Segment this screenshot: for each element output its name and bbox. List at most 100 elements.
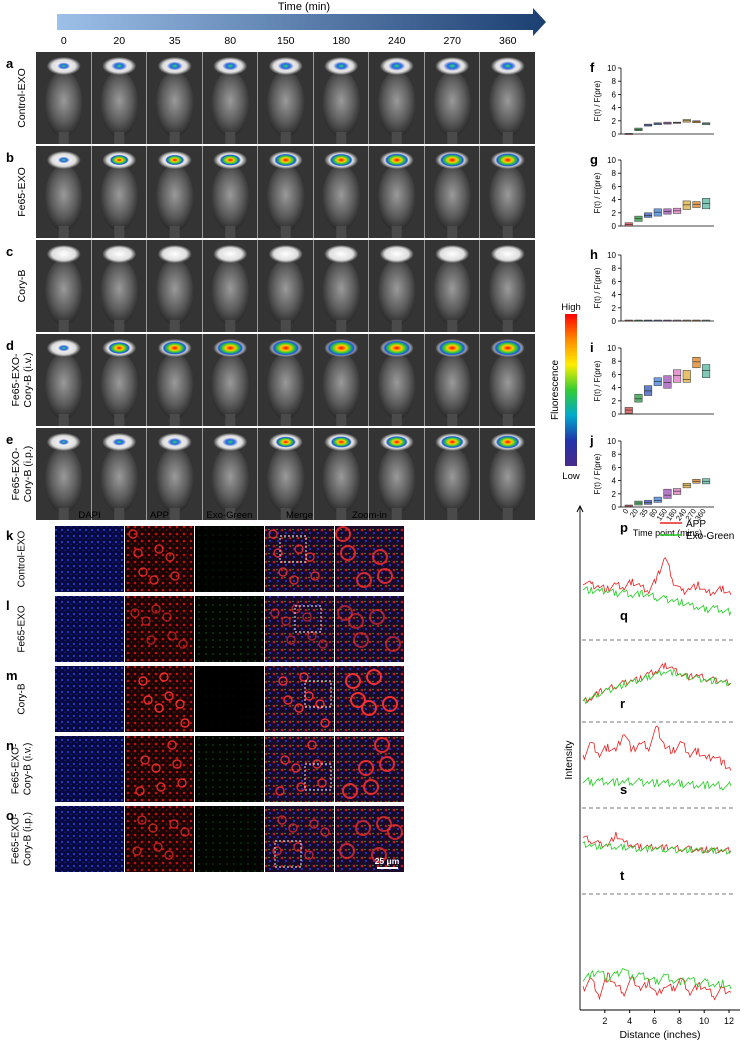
y-axis-arrow (576, 504, 584, 513)
cell-body (164, 850, 174, 860)
series-exo-green (582, 586, 732, 617)
micrograph-app (125, 736, 194, 802)
micrograph-fill (265, 806, 334, 872)
micrograph-dapi (55, 806, 124, 872)
mouse-body (377, 71, 416, 137)
mouse-tail (502, 132, 513, 144)
ivis-image (424, 146, 480, 238)
micrograph-fill (55, 666, 124, 732)
y-tick-label: 10 (607, 64, 616, 73)
column-header-exo-green: Exo-Green (207, 510, 253, 521)
cell-body (167, 740, 177, 750)
ivis-image (147, 146, 202, 238)
cell-body (293, 842, 303, 852)
cell-body (363, 779, 379, 795)
y-tick-label: 2 (612, 304, 617, 313)
cell-body (371, 847, 387, 863)
mouse-body (377, 165, 416, 231)
row-label-line: Cory-B (i.v.) (23, 743, 34, 796)
y-tick-label: 4 (612, 384, 617, 393)
mouse-tail (391, 508, 402, 520)
cell-body (175, 699, 185, 709)
ivis-image (91, 428, 147, 520)
row-label-line: Cory-B (i.p.) (22, 446, 34, 503)
cell-body (387, 824, 403, 840)
mouse-tail (58, 320, 69, 332)
ivis-image (36, 240, 91, 332)
zoom-region-box (294, 605, 322, 633)
y-tick-label: 8 (612, 77, 617, 86)
mouse-head-glow (46, 245, 81, 263)
fluorescence-signal (385, 435, 408, 449)
mouse-tail (336, 414, 347, 426)
micrograph-exo-green (195, 596, 264, 662)
x-tick-label: 8 (677, 1016, 682, 1026)
y-tick-label: 0 (612, 410, 617, 419)
mouse-body (100, 71, 139, 137)
row-label-line: Fe65-EXO- (11, 744, 22, 795)
cell-body (132, 846, 142, 856)
cell-body (154, 703, 164, 713)
cell-body (180, 718, 190, 728)
cell-body (315, 699, 325, 709)
mouse-body (100, 353, 139, 419)
cell-body (366, 669, 382, 685)
mouse-tail (391, 414, 402, 426)
y-tick-label: 4 (612, 104, 617, 113)
row-label-e: Fe65-EXO- Cory-B (i.p.) (10, 446, 34, 503)
cell-body (280, 755, 290, 765)
panel-letter-i: i (590, 340, 594, 355)
mouse-body (155, 259, 194, 325)
row-label-c: Cory-B (16, 270, 28, 303)
mouse-tail (169, 414, 180, 426)
cell-body (268, 529, 278, 539)
fluorescence-signal (438, 340, 467, 356)
y-axis-label: F(t) / F(pre) (593, 172, 602, 213)
mouse-head-glow (435, 245, 470, 263)
mouse-body (433, 165, 472, 231)
cell-body (356, 572, 372, 588)
time-arrow (57, 8, 546, 36)
fluorescence-signal (326, 340, 356, 356)
mouse-body (266, 71, 305, 137)
fluorescence-signal (382, 340, 411, 356)
box-0 (624, 407, 633, 414)
mouse-tail (447, 132, 458, 144)
series-exo-green (582, 841, 732, 855)
fluorescence-signal (58, 438, 70, 446)
mouse-body (44, 447, 83, 513)
cell-body (178, 639, 188, 649)
cell-body (143, 695, 153, 705)
y-axis-label: F(t) / F(pre) (593, 267, 602, 308)
ivis-image (36, 146, 91, 238)
fluorescence-signal (329, 153, 353, 167)
column-header-merge: Merge (286, 510, 313, 521)
fluorescence-signal (443, 61, 462, 71)
ivis-image (258, 240, 313, 332)
cell-body (169, 819, 179, 829)
x-tick-label: 10 (699, 1016, 709, 1026)
time-label: 150 (277, 35, 295, 47)
micrograph-app (125, 806, 194, 872)
fluorescence-signal (57, 62, 71, 70)
ivis-image (424, 334, 480, 426)
fluorescence-signal (111, 61, 128, 71)
legend-label-app: APP (686, 519, 706, 530)
cell-body (148, 823, 158, 833)
panel-letter-n: n (6, 738, 14, 753)
ivis-image (369, 428, 424, 520)
mouse-head-glow (324, 245, 359, 263)
x-axis-label: Distance (inches) (619, 1029, 700, 1041)
ivis-image (91, 146, 147, 238)
fluorescence-signal (275, 436, 296, 448)
cell-body (350, 692, 366, 708)
mouse-body (211, 259, 250, 325)
cell-body (291, 763, 301, 773)
panel-letter-o: o (6, 808, 14, 823)
fluorescence-signal (167, 437, 183, 447)
cell-body (289, 575, 299, 585)
y-tick-label: 0 (612, 130, 617, 139)
y-tick-label: 6 (612, 370, 617, 379)
y-axis-label: Intensity (563, 740, 575, 780)
green-dim (195, 596, 264, 662)
